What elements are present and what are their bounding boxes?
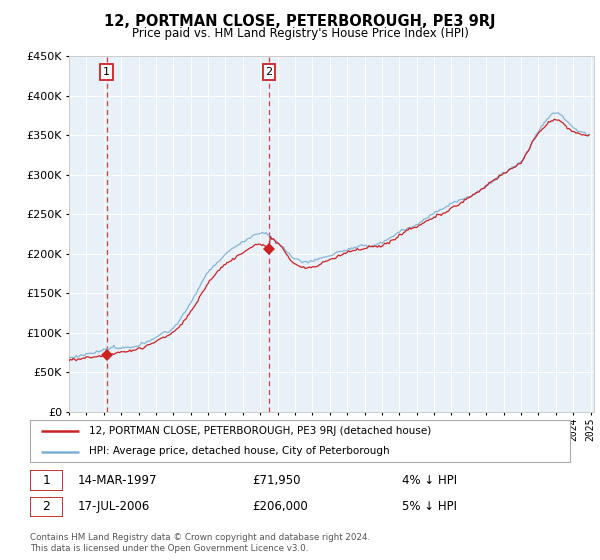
Text: Price paid vs. HM Land Registry's House Price Index (HPI): Price paid vs. HM Land Registry's House … [131,27,469,40]
Text: 5% ↓ HPI: 5% ↓ HPI [402,500,457,514]
Text: HPI: Average price, detached house, City of Peterborough: HPI: Average price, detached house, City… [89,446,390,456]
FancyBboxPatch shape [30,470,63,491]
Text: 12, PORTMAN CLOSE, PETERBOROUGH, PE3 9RJ (detached house): 12, PORTMAN CLOSE, PETERBOROUGH, PE3 9RJ… [89,426,431,436]
FancyBboxPatch shape [30,497,63,517]
Text: 1: 1 [43,474,50,487]
Text: 14-MAR-1997: 14-MAR-1997 [78,474,157,487]
Text: 2: 2 [265,67,272,77]
Text: 4% ↓ HPI: 4% ↓ HPI [402,474,457,487]
Text: 12, PORTMAN CLOSE, PETERBOROUGH, PE3 9RJ: 12, PORTMAN CLOSE, PETERBOROUGH, PE3 9RJ [104,14,496,29]
Text: 1: 1 [103,67,110,77]
Text: Contains HM Land Registry data © Crown copyright and database right 2024.
This d: Contains HM Land Registry data © Crown c… [30,533,370,553]
FancyBboxPatch shape [30,420,570,462]
Text: £206,000: £206,000 [252,500,308,514]
Text: 2: 2 [43,500,50,514]
Text: £71,950: £71,950 [252,474,301,487]
Text: 17-JUL-2006: 17-JUL-2006 [78,500,150,514]
